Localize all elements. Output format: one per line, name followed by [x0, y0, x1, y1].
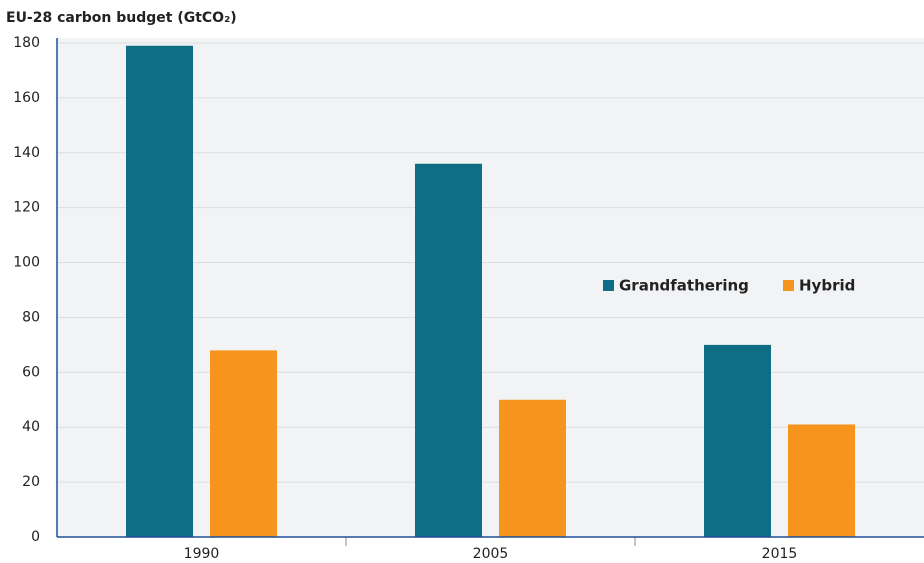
y-tick-label: 40	[22, 419, 40, 435]
y-tick-label: 140	[13, 145, 40, 161]
y-tick-label: 60	[22, 364, 40, 380]
bar	[126, 45, 193, 537]
y-tick-label: 120	[13, 200, 40, 216]
y-tick-label: 0	[31, 529, 40, 545]
legend-swatch	[603, 280, 614, 291]
bar	[499, 399, 566, 537]
bar	[415, 163, 482, 537]
y-tick-label: 80	[22, 309, 40, 325]
plot-background	[57, 38, 924, 537]
x-tick-label: 2015	[762, 546, 798, 562]
y-tick-label: 180	[13, 35, 40, 51]
x-tick-label: 1990	[184, 546, 220, 562]
bar	[210, 350, 277, 537]
y-tick-label: 20	[22, 474, 40, 490]
legend-label: Grandfathering	[619, 277, 749, 295]
bar	[704, 344, 771, 537]
y-tick-label: 100	[13, 255, 40, 271]
legend-label: Hybrid	[799, 277, 855, 295]
x-tick-label: 2005	[473, 546, 509, 562]
bar	[788, 424, 855, 537]
chart-title: EU-28 carbon budget (GtCO₂)	[6, 10, 237, 26]
legend-swatch	[783, 280, 794, 291]
y-tick-label: 160	[13, 90, 40, 106]
